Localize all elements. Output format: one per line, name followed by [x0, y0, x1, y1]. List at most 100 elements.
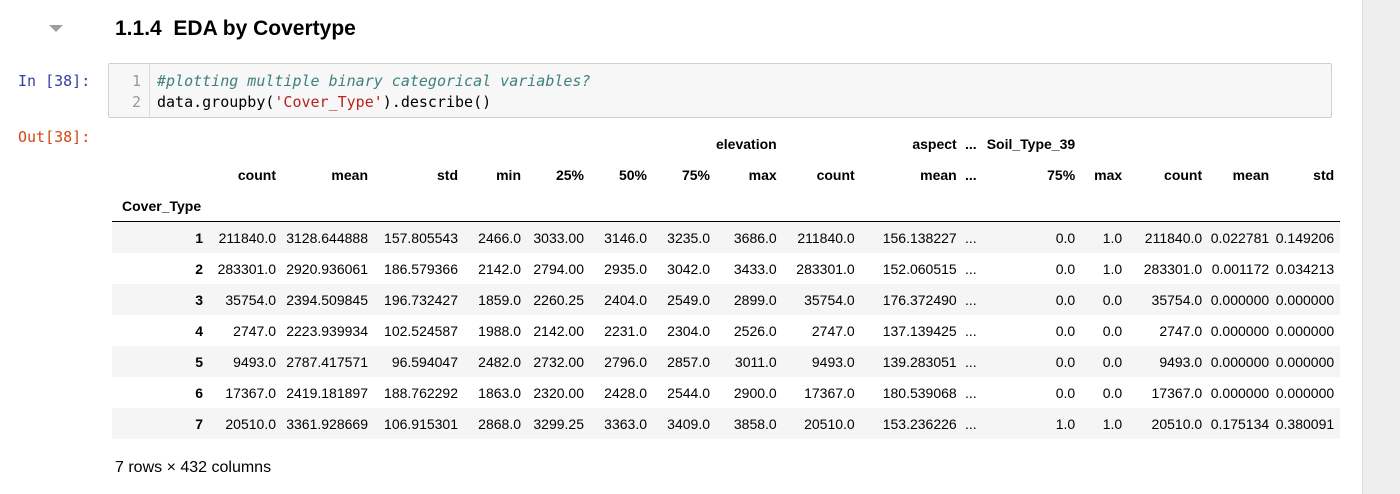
chevron-down-icon[interactable] — [49, 25, 63, 32]
table-cell: 2747.0 — [1128, 315, 1208, 346]
scrollbar-track[interactable] — [1362, 0, 1400, 494]
table-cell: 0.0 — [983, 346, 1081, 377]
column-header: std — [1275, 159, 1340, 190]
table-cell: 0.0 — [983, 284, 1081, 315]
table-cell: 2428.0 — [590, 377, 653, 408]
table-cell: 0.000000 — [1208, 377, 1275, 408]
table-cell: 196.732427 — [374, 284, 464, 315]
table-cell: 2260.25 — [527, 284, 590, 315]
table-cell: ... — [963, 315, 983, 346]
table-cell: 0.0 — [1081, 377, 1128, 408]
column-header-row: count mean std min 25% 50% 75% max count mean... 7… — [112, 159, 1340, 190]
table-cell: 3146.0 — [590, 222, 653, 254]
code-line[interactable]: data.groupby('Cover_Type').describe() — [157, 93, 491, 111]
table-cell: 2304.0 — [653, 315, 716, 346]
table-cell: 3409.0 — [653, 408, 716, 439]
table-cell: 17367.0 — [1128, 377, 1208, 408]
table-cell: 0.149206 — [1275, 222, 1340, 254]
table-cell: 2223.939934 — [282, 315, 374, 346]
table-cell: 0.034213 — [1275, 253, 1340, 284]
table-cell: 20510.0 — [1128, 408, 1208, 439]
table-cell: 1.0 — [1081, 408, 1128, 439]
table-cell: 211840.0 — [1128, 222, 1208, 254]
column-group-header: Soil_Type_39 — [983, 128, 1081, 159]
table-cell: 3686.0 — [716, 222, 783, 254]
table-cell: 3299.25 — [527, 408, 590, 439]
table-cell: 2920.936061 — [282, 253, 374, 284]
column-header: 25% — [527, 159, 590, 190]
column-header: 75% — [653, 159, 716, 190]
table-cell: 2796.0 — [590, 346, 653, 377]
table-cell: 156.138227 — [861, 222, 963, 254]
table-cell: ... — [963, 222, 983, 254]
table-cell: 2868.0 — [464, 408, 527, 439]
input-prompt: In [38]: — [18, 72, 90, 90]
table-cell: 3042.0 — [653, 253, 716, 284]
code-cell[interactable]: 1 2 #plotting multiple binary categorica… — [108, 63, 1332, 118]
code-text: data.groupby( — [157, 93, 274, 111]
column-group-header — [527, 128, 590, 159]
table-cell: 106.915301 — [374, 408, 464, 439]
table-cell: 0.000000 — [1275, 284, 1340, 315]
table-cell: ... — [963, 346, 983, 377]
table-cell: 2935.0 — [590, 253, 653, 284]
table-cell: 0.000000 — [1275, 377, 1340, 408]
column-header: count — [1128, 159, 1208, 190]
table-cell: 2747.0 — [209, 315, 282, 346]
table-row: 1 211840.0 3128.644888 157.805543 2466.0 3033… — [112, 222, 1340, 254]
table-cell: 180.539068 — [861, 377, 963, 408]
table-cell: 17367.0 — [209, 377, 282, 408]
table-cell: 2394.509845 — [282, 284, 374, 315]
row-index: 2 — [112, 253, 209, 284]
table-row: 7 20510.0 3361.928669 106.915301 2868.0 3299.… — [112, 408, 1340, 439]
table-cell: 1.0 — [1081, 222, 1128, 254]
table-cell: 0.000000 — [1208, 346, 1275, 377]
table-cell: 2747.0 — [783, 315, 861, 346]
index-name-row: Cover_Type — [112, 190, 1340, 222]
table-cell: 0.022781 — [1208, 222, 1275, 254]
table-cell: 2482.0 — [464, 346, 527, 377]
column-header: count — [209, 159, 282, 190]
table-cell: 17367.0 — [783, 377, 861, 408]
table-cell: 2794.00 — [527, 253, 590, 284]
table-cell: 35754.0 — [209, 284, 282, 315]
table-cell: 2466.0 — [464, 222, 527, 254]
code-text: ).describe() — [383, 93, 491, 111]
table-cell: 9493.0 — [209, 346, 282, 377]
table-cell: 3128.644888 — [282, 222, 374, 254]
code-comment: #plotting multiple binary categorical va… — [157, 72, 590, 90]
table-cell: 211840.0 — [209, 222, 282, 254]
column-group-header: aspect — [861, 128, 963, 159]
table-cell: 96.594047 — [374, 346, 464, 377]
table-cell: 152.060515 — [861, 253, 963, 284]
column-header: 75% — [983, 159, 1081, 190]
table-cell: 157.805543 — [374, 222, 464, 254]
table-cell: 1863.0 — [464, 377, 527, 408]
line-number-gutter: 1 2 — [109, 64, 150, 117]
table-cell: 186.579366 — [374, 253, 464, 284]
heading-title: EDA by Covertype — [173, 17, 355, 40]
table-cell: 1988.0 — [464, 315, 527, 346]
table-cell: 3361.928669 — [282, 408, 374, 439]
column-group-header — [112, 128, 209, 159]
column-header — [112, 159, 209, 190]
table-cell: 0.0 — [983, 377, 1081, 408]
table-cell: 20510.0 — [209, 408, 282, 439]
table-cell: 9493.0 — [783, 346, 861, 377]
table-cell: 0.001172 — [1208, 253, 1275, 284]
table-cell: 2404.0 — [590, 284, 653, 315]
table-cell: ... — [963, 377, 983, 408]
code-line[interactable]: #plotting multiple binary categorical va… — [157, 72, 590, 90]
column-group-header — [374, 128, 464, 159]
table-cell: 2320.00 — [527, 377, 590, 408]
dataframe-shape: 7 rows × 432 columns — [115, 459, 271, 477]
table-cell: 2549.0 — [653, 284, 716, 315]
table-row: 6 17367.0 2419.181897 188.762292 1863.0 2320.… — [112, 377, 1340, 408]
column-header: max — [716, 159, 783, 190]
table-cell: 3033.00 — [527, 222, 590, 254]
column-group-header — [653, 128, 716, 159]
column-header: ... — [963, 159, 983, 190]
table-row: 2 283301.0 2920.936061 186.579366 2142.0 2794… — [112, 253, 1340, 284]
table-cell: 1859.0 — [464, 284, 527, 315]
table-cell: 0.000000 — [1275, 346, 1340, 377]
